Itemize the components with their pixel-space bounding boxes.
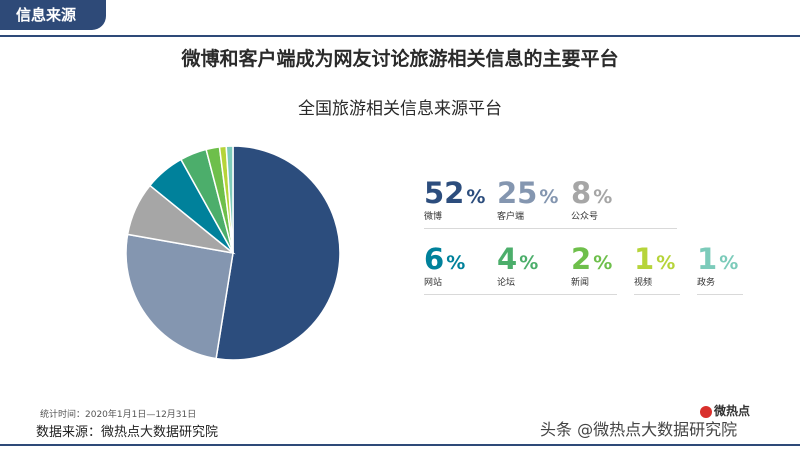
footer-divider (0, 444, 800, 446)
percent-sign: % (656, 252, 676, 274)
stat-label: 客户端 (497, 212, 525, 222)
percent-sign: % (593, 252, 613, 274)
percent-sign: % (719, 252, 739, 274)
chart-title: 全国旅游相关信息来源平台 (298, 99, 502, 119)
stat-card: 25% 客户端 (497, 176, 607, 231)
stat-label: 公众号 (571, 212, 599, 222)
stat-divider (697, 294, 743, 295)
percent-sign: % (466, 186, 486, 208)
stat-value: 25% (497, 176, 558, 214)
section-tag: 信息来源 (0, 0, 106, 30)
stat-label: 新闻 (571, 278, 590, 288)
stat-number: 8 (571, 176, 592, 210)
weibo-logo-icon (700, 406, 712, 418)
stat-number: 52 (424, 176, 465, 210)
stat-number: 6 (424, 242, 445, 276)
percent-sign: % (519, 252, 539, 274)
pie-slice-1 (125, 233, 234, 360)
stat-card: 1% 视频 (634, 242, 684, 297)
watermark-logo-text: 微热点 (714, 404, 751, 418)
percent-sign: % (539, 186, 559, 208)
stat-card: 4% 论坛 (497, 242, 607, 297)
data-source: 数据来源：微热点大数据研究院 (36, 425, 219, 440)
stat-divider (571, 228, 677, 229)
stat-value: 1% (634, 242, 675, 280)
stat-card: 1% 政务 (697, 242, 747, 297)
stat-divider (424, 228, 530, 229)
pie-slice-0 (215, 145, 341, 361)
percent-sign: % (446, 252, 466, 274)
stat-label: 政务 (697, 278, 716, 288)
stat-divider (497, 228, 603, 229)
stat-number: 2 (571, 242, 592, 276)
stat-number: 1 (634, 242, 655, 276)
stat-number: 1 (697, 242, 718, 276)
stat-value: 2% (571, 242, 612, 280)
stat-divider (497, 294, 603, 295)
stat-divider (571, 294, 617, 295)
stat-card: 8% 公众号 (571, 176, 681, 231)
header-divider (0, 35, 800, 37)
stat-label: 论坛 (497, 278, 516, 288)
stat-divider (424, 294, 530, 295)
watermark-text: 头条 @微热点大数据研究院 (540, 420, 738, 439)
stat-divider (634, 294, 680, 295)
stat-number: 4 (497, 242, 518, 276)
percent-sign: % (593, 186, 613, 208)
stat-label: 网站 (424, 278, 443, 288)
stat-value: 6% (424, 242, 465, 280)
stat-value: 4% (497, 242, 538, 280)
stat-card: 2% 新闻 (571, 242, 621, 297)
stat-card: 6% 网站 (424, 242, 534, 297)
stat-number: 25 (497, 176, 538, 210)
pie-slice-7 (225, 145, 234, 254)
stat-value: 1% (697, 242, 738, 280)
stat-label: 视频 (634, 278, 653, 288)
page-title: 微博和客户端成为网友讨论旅游相关信息的主要平台 (181, 48, 619, 70)
statistics-period: 统计时间：2020年1月1日—12月31日 (40, 410, 197, 420)
stat-value: 8% (571, 176, 612, 214)
stat-card: 52% 微博 (424, 176, 534, 231)
stat-value: 52% (424, 176, 485, 214)
stat-label: 微博 (424, 212, 443, 222)
